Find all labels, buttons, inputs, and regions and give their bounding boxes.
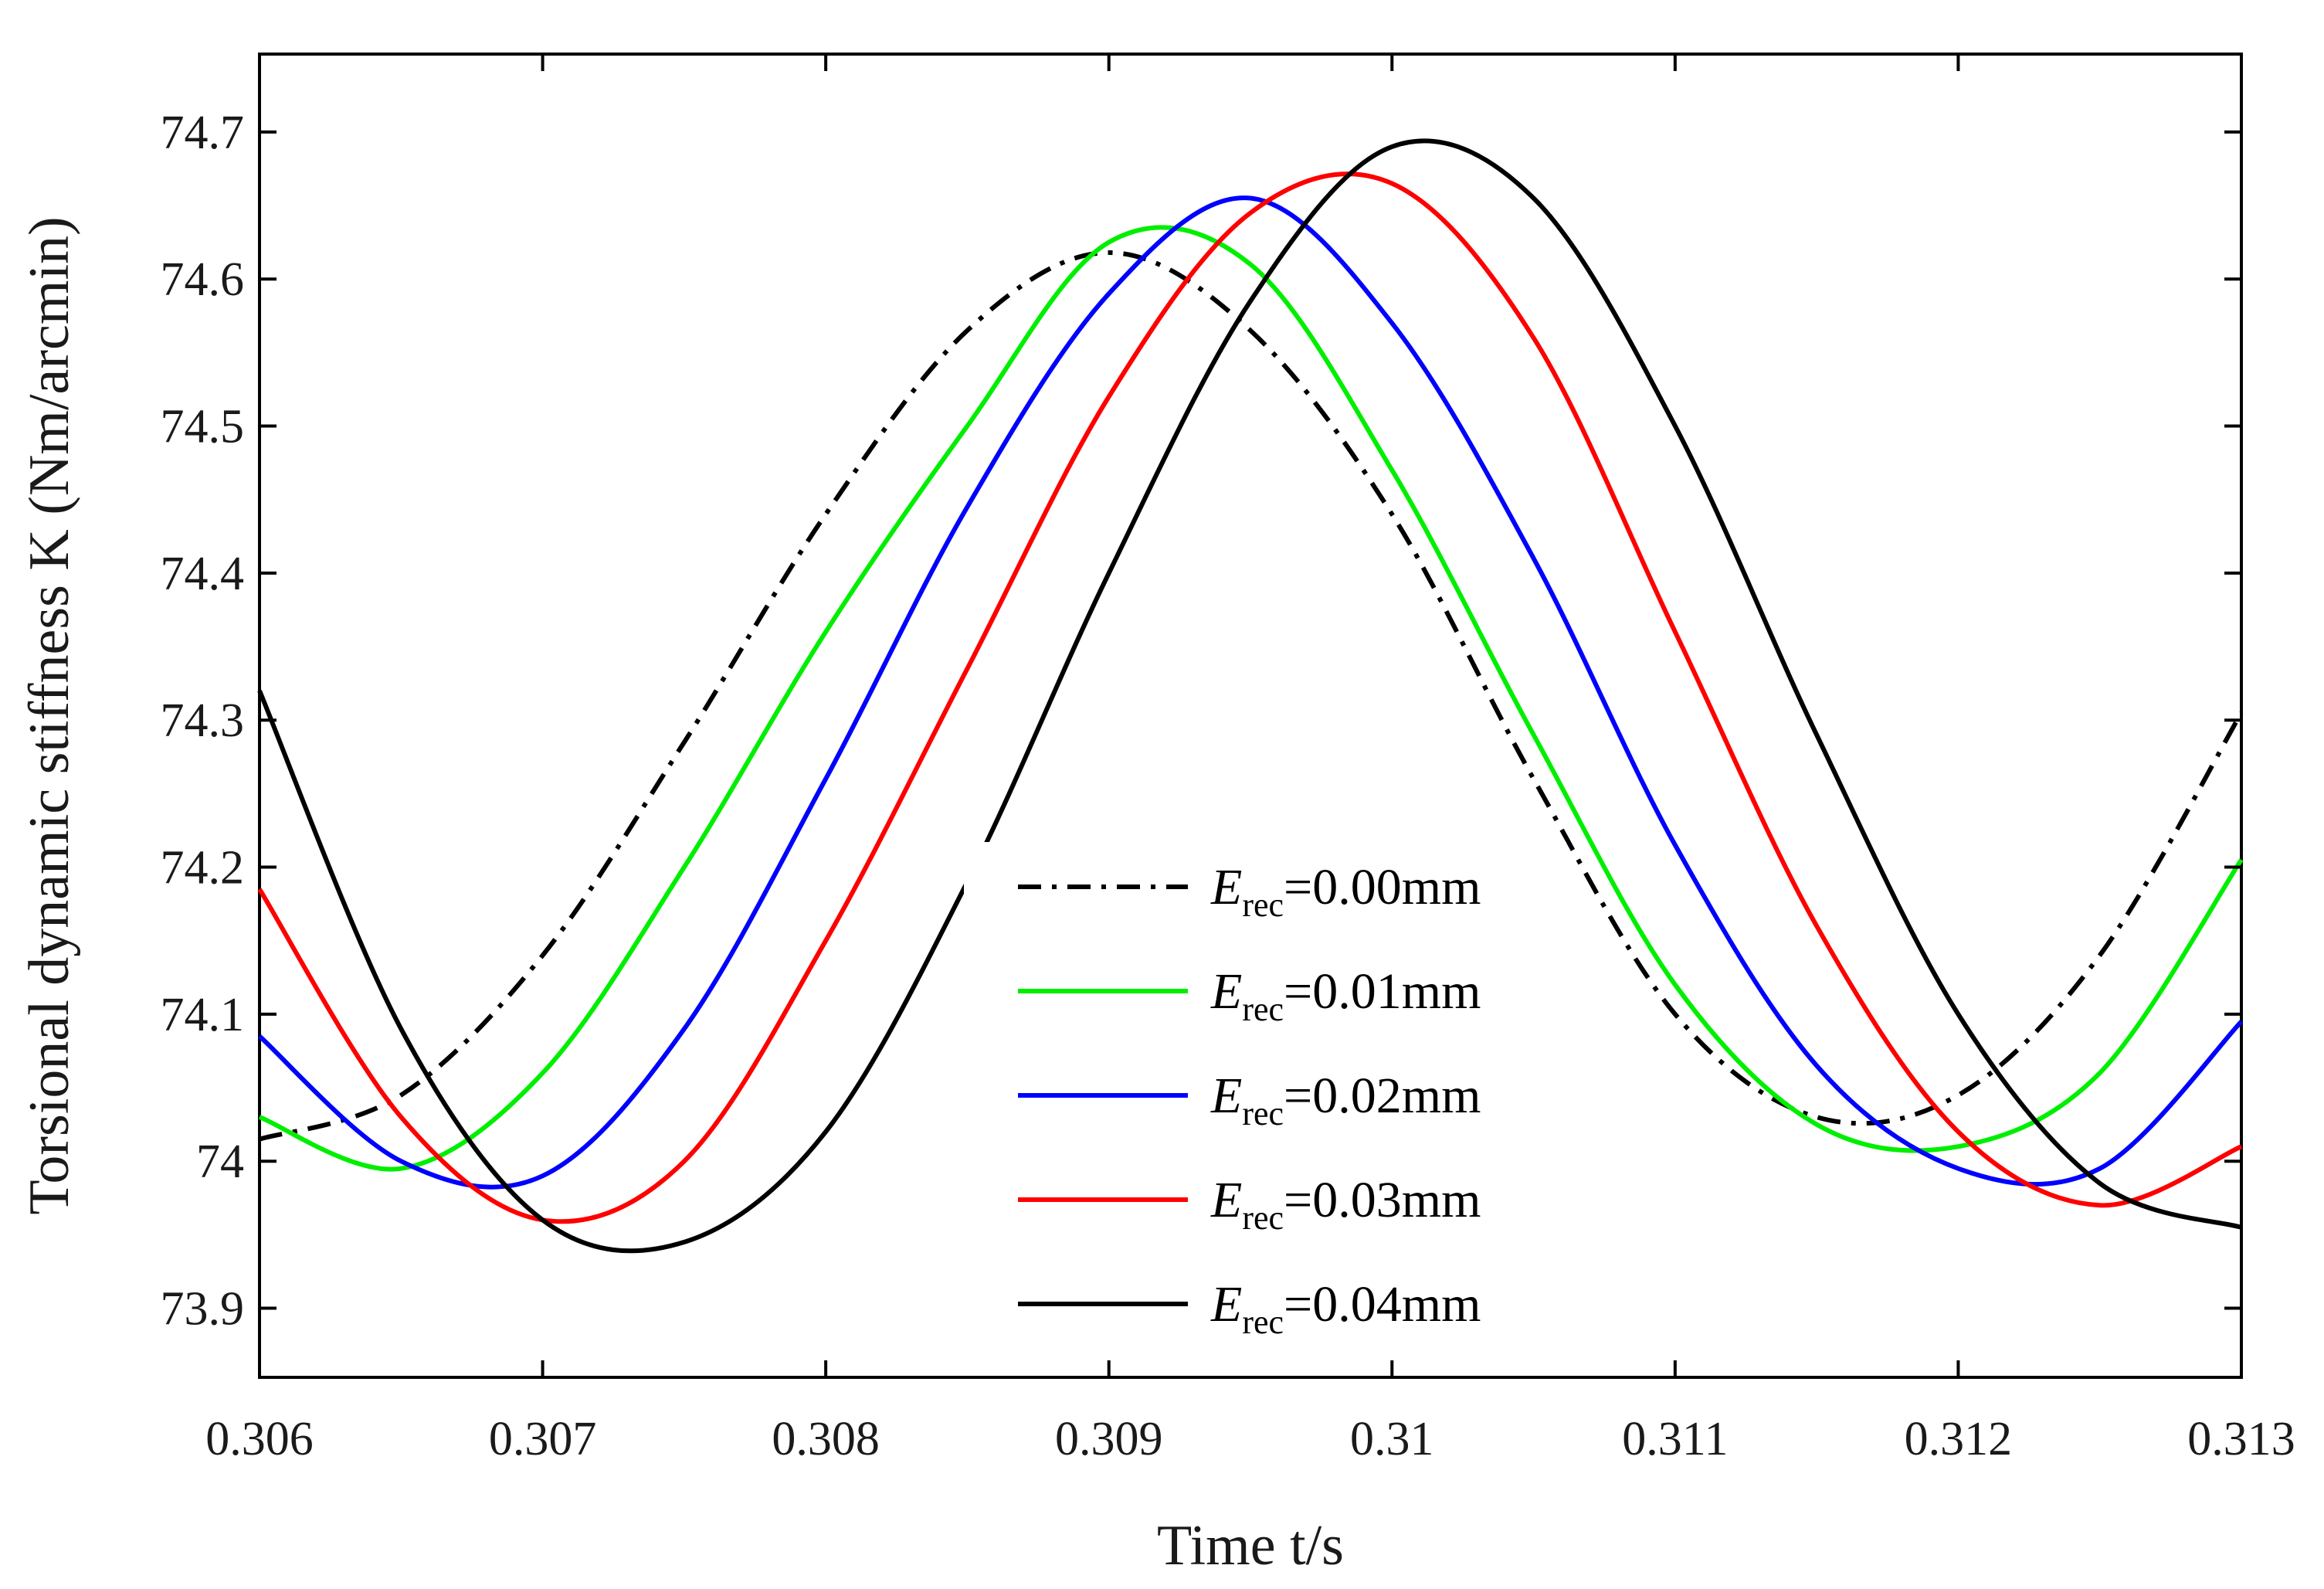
y-tick-label: 74.4 bbox=[161, 548, 245, 600]
x-tick-label: 0.309 bbox=[1055, 1413, 1163, 1465]
series-line-4 bbox=[257, 138, 2242, 1254]
series-line-1 bbox=[258, 225, 2244, 1172]
y-tick-label: 74.5 bbox=[161, 401, 245, 453]
x-tick-label: 0.306 bbox=[205, 1413, 314, 1465]
x-axis: 0.306 0.307 0.308 0.309 0.31 0.311 0.312 0.313 bbox=[205, 54, 2295, 1465]
legend: Erec=0.00mm Erec=0.01mm Erec=0.02mm Erec=0.… bbox=[964, 842, 1566, 1352]
series-layer bbox=[257, 138, 2244, 1254]
x-tick-label: 0.311 bbox=[1622, 1413, 1728, 1465]
series-line-2 bbox=[258, 195, 2244, 1190]
legend-label-2: Erec=0.02mm bbox=[1210, 1068, 1481, 1132]
legend-label-4: Erec=0.04mm bbox=[1210, 1276, 1481, 1341]
plot-frame bbox=[258, 53, 2243, 1379]
x-tick-label: 0.308 bbox=[772, 1413, 880, 1465]
y-tick-label: 73.9 bbox=[161, 1283, 245, 1336]
x-tick-label: 0.307 bbox=[489, 1413, 597, 1465]
legend-label-3: Erec=0.03mm bbox=[1210, 1172, 1481, 1237]
y-tick-label: 74 bbox=[196, 1136, 244, 1188]
x-tick-label: 0.312 bbox=[1905, 1413, 2013, 1465]
y-tick-label: 74.3 bbox=[161, 694, 245, 747]
legend-label-1: Erec=0.01mm bbox=[1210, 963, 1481, 1028]
series-line-3 bbox=[257, 171, 2243, 1224]
series-line-0 bbox=[259, 250, 2244, 1142]
legend-label-0: Erec=0.00mm bbox=[1210, 859, 1481, 924]
y-tick-label: 74.1 bbox=[161, 989, 245, 1041]
y-tick-label: 74.7 bbox=[161, 107, 245, 159]
y-axis-title: Torsional dynamic stiffness K (Nm/arcmin… bbox=[18, 216, 81, 1214]
y-tick-label: 74.6 bbox=[161, 253, 245, 306]
x-axis-title: Time t/s bbox=[1157, 1514, 1344, 1577]
y-axis: 73.9 74 74.1 74.2 74.3 74.4 74.5 74.6 74.7 bbox=[161, 107, 2241, 1336]
x-tick-label: 0.31 bbox=[1350, 1413, 1434, 1465]
plot-area bbox=[258, 53, 2243, 1379]
y-tick-label: 74.2 bbox=[161, 842, 245, 895]
x-tick-label: 0.313 bbox=[2187, 1413, 2295, 1465]
